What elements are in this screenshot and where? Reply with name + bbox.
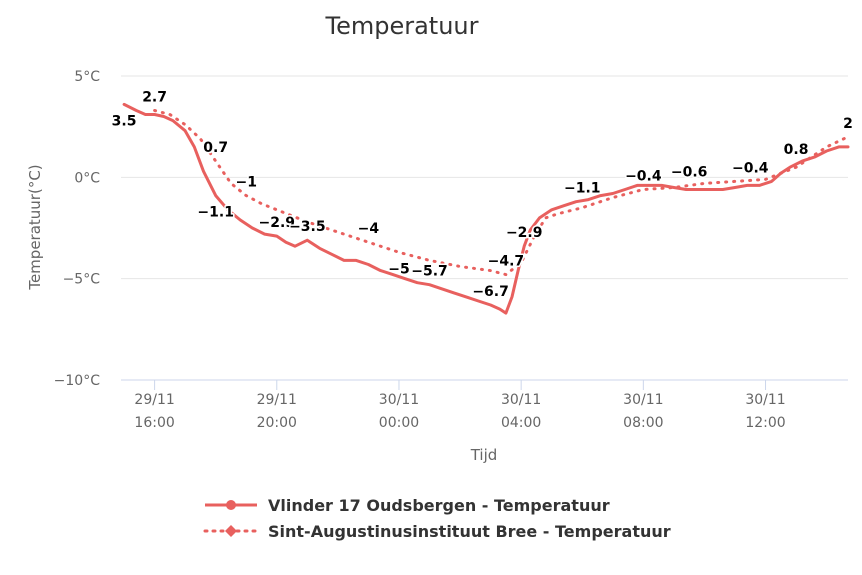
legend-marker-diamond <box>225 525 237 537</box>
data-label: 2 <box>843 116 853 132</box>
y-axis-title: Temperatuur(°C) <box>26 164 44 290</box>
data-label: 2.7 <box>142 89 167 105</box>
legend: Vlinder 17 Oudsbergen - Temperatuur Sint… <box>203 496 671 541</box>
series-line-2[interactable] <box>153 109 850 277</box>
data-labels-group: 3.5−1.1−2.9−3.5−5.7−6.7−2.9−1.10.82.70.7… <box>110 88 854 302</box>
x-tick-time: 16:00 <box>134 415 174 431</box>
data-label: 0.7 <box>203 140 228 156</box>
y-axis: 5°C 0°C −5°C −10°C <box>54 69 101 389</box>
y-tick-label: −10°C <box>54 373 101 389</box>
data-label: −0.6 <box>671 164 708 180</box>
data-label: −5.7 <box>411 264 448 280</box>
x-tick-time: 20:00 <box>257 415 297 431</box>
x-tick-date: 30/11 <box>501 392 541 408</box>
data-label: −4.7 <box>488 254 525 270</box>
chart-title: Temperatuur <box>325 12 479 40</box>
x-tick-time: 00:00 <box>379 415 419 431</box>
data-label: −1.1 <box>564 181 601 197</box>
x-tick-date: 30/11 <box>379 392 419 408</box>
x-axis: 29/11 16:00 29/11 20:00 30/11 00:00 30/11 04:00… <box>134 380 786 431</box>
legend-item-vlinder[interactable]: Vlinder 17 Oudsbergen - Temperatuur <box>205 496 610 515</box>
legend-marker-circle <box>226 500 236 510</box>
x-tick-date: 29/11 <box>257 392 297 408</box>
x-tick-date: 30/11 <box>623 392 663 408</box>
legend-item-bree[interactable]: Sint-Augustinusinstituut Bree - Temperat… <box>203 522 671 541</box>
x-tick-time: 12:00 <box>745 415 785 431</box>
x-tick-date: 30/11 <box>745 392 785 408</box>
x-axis-title: Tijd <box>470 446 498 464</box>
data-label: −3.5 <box>289 219 326 235</box>
y-tick-label: 5°C <box>74 69 100 85</box>
series-line-1[interactable] <box>122 102 850 315</box>
y-tick-label: −5°C <box>63 272 101 288</box>
x-tick-time: 08:00 <box>623 415 663 431</box>
data-label: 3.5 <box>112 113 137 129</box>
data-label: 0.8 <box>784 142 809 158</box>
data-label: −5 <box>388 261 409 277</box>
data-label: −1 <box>235 175 256 191</box>
data-label: −2.9 <box>259 215 296 231</box>
legend-label-vlinder: Vlinder 17 Oudsbergen - Temperatuur <box>268 496 610 515</box>
y-tick-label: 0°C <box>74 170 100 186</box>
data-label: −0.4 <box>732 160 769 176</box>
x-tick-date: 29/11 <box>134 392 174 408</box>
legend-label-bree: Sint-Augustinusinstituut Bree - Temperat… <box>268 522 671 541</box>
grid-lines <box>121 75 848 381</box>
data-label: −2.9 <box>506 225 543 241</box>
data-label: −4 <box>358 221 380 237</box>
series-group <box>122 102 850 315</box>
data-label: −6.7 <box>472 284 509 300</box>
data-label: −1.1 <box>197 205 234 221</box>
x-tick-time: 04:00 <box>501 415 541 431</box>
data-label: −0.4 <box>625 168 662 184</box>
